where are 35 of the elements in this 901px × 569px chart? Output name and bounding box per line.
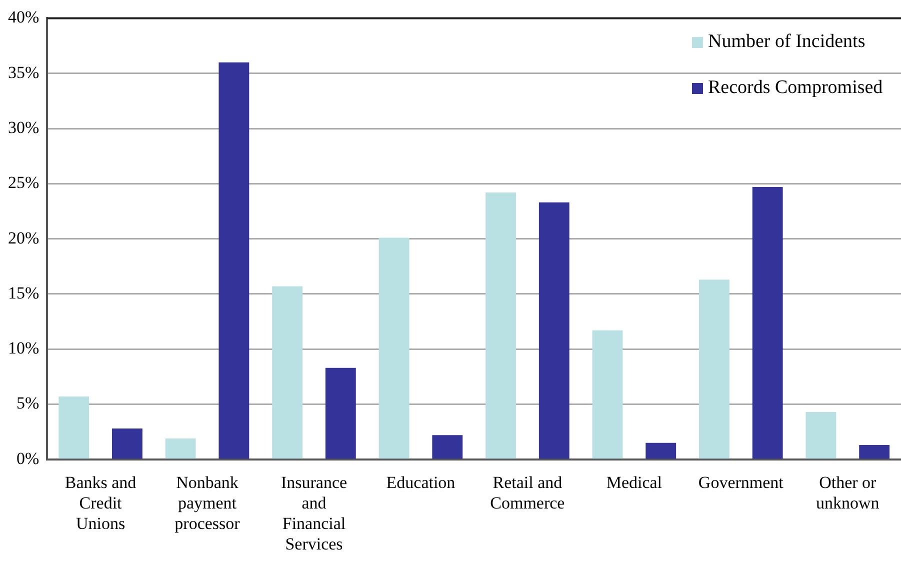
bar bbox=[538, 202, 570, 459]
x-tick-label: Insurance and Financial Services bbox=[280, 473, 348, 554]
y-tick-label: 40% bbox=[8, 8, 40, 27]
bar bbox=[699, 280, 730, 459]
bar bbox=[646, 442, 676, 459]
bar bbox=[112, 428, 142, 459]
bar bbox=[592, 330, 623, 459]
bar bbox=[165, 438, 196, 459]
y-tick-label: 35% bbox=[8, 62, 40, 82]
y-tick-label: 0% bbox=[16, 448, 40, 468]
legend-label: Number of Incidents bbox=[708, 31, 866, 54]
bar bbox=[752, 186, 783, 459]
bar bbox=[378, 238, 410, 459]
x-tick-label: Banks and Credit Unions bbox=[64, 473, 137, 533]
x-tick-label: Retail and Commerce bbox=[490, 473, 565, 512]
x-tick-label: Nonbank payment processor bbox=[174, 473, 240, 533]
bar bbox=[486, 192, 516, 459]
bar bbox=[859, 445, 890, 459]
y-tick-label: 30% bbox=[8, 118, 40, 137]
y-tick-label: 15% bbox=[8, 283, 40, 302]
bar bbox=[432, 435, 463, 459]
x-tick-label: Medical bbox=[606, 473, 662, 492]
bar bbox=[325, 368, 356, 459]
y-tick-label: 20% bbox=[8, 228, 40, 248]
bar bbox=[218, 62, 250, 459]
x-tick-label: Government bbox=[698, 473, 784, 492]
bar bbox=[58, 396, 90, 459]
y-tick-label: 10% bbox=[8, 338, 40, 358]
bar bbox=[272, 286, 303, 459]
x-tick-label: Education bbox=[386, 473, 456, 492]
y-tick-label: 25% bbox=[8, 173, 40, 192]
bar bbox=[806, 412, 836, 459]
x-tick-label: Other or unknown bbox=[816, 473, 880, 512]
legend-label: Records Compromised bbox=[708, 77, 883, 100]
y-tick-label: 5% bbox=[16, 394, 40, 413]
